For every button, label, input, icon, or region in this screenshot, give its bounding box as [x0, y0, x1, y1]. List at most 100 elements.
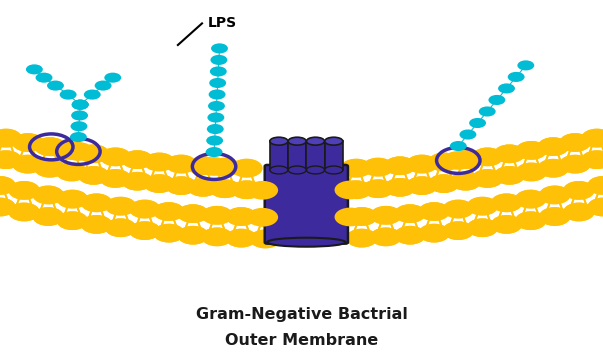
Ellipse shape: [324, 166, 343, 174]
Circle shape: [12, 155, 43, 174]
Polygon shape: [0, 163, 603, 213]
Bar: [306, 141, 324, 170]
Ellipse shape: [270, 137, 288, 145]
Circle shape: [177, 226, 209, 244]
Circle shape: [34, 137, 66, 156]
Circle shape: [60, 90, 77, 100]
Circle shape: [467, 197, 498, 216]
Circle shape: [12, 133, 43, 152]
Ellipse shape: [267, 238, 346, 247]
Circle shape: [362, 179, 394, 198]
Circle shape: [370, 228, 402, 246]
Circle shape: [250, 208, 281, 227]
Circle shape: [188, 156, 219, 175]
Circle shape: [81, 215, 112, 234]
Circle shape: [450, 141, 467, 151]
Circle shape: [177, 204, 209, 223]
Circle shape: [418, 224, 450, 243]
Circle shape: [99, 169, 131, 188]
Circle shape: [539, 207, 570, 226]
Circle shape: [450, 150, 481, 169]
Circle shape: [418, 202, 450, 221]
Circle shape: [104, 73, 121, 83]
Circle shape: [8, 181, 40, 200]
Circle shape: [450, 150, 481, 169]
Circle shape: [210, 66, 227, 76]
Circle shape: [105, 197, 136, 216]
Circle shape: [188, 178, 219, 197]
Circle shape: [231, 159, 262, 177]
Circle shape: [8, 203, 40, 221]
Circle shape: [36, 138, 67, 156]
Circle shape: [57, 211, 88, 230]
Circle shape: [491, 193, 522, 212]
Circle shape: [226, 207, 257, 226]
Circle shape: [394, 226, 426, 244]
Circle shape: [99, 148, 131, 166]
Circle shape: [78, 144, 109, 163]
Circle shape: [210, 55, 227, 65]
Circle shape: [428, 174, 459, 193]
Ellipse shape: [288, 166, 306, 174]
Circle shape: [209, 179, 241, 198]
Circle shape: [206, 147, 223, 157]
Circle shape: [428, 153, 459, 171]
Circle shape: [0, 176, 16, 195]
Circle shape: [537, 137, 569, 156]
Circle shape: [581, 129, 603, 148]
Circle shape: [539, 185, 570, 204]
Circle shape: [70, 132, 87, 142]
Circle shape: [443, 221, 474, 240]
Circle shape: [494, 144, 525, 163]
Circle shape: [560, 133, 591, 152]
Bar: [324, 141, 343, 170]
Circle shape: [563, 181, 595, 200]
Circle shape: [469, 118, 486, 128]
Circle shape: [515, 190, 546, 208]
Circle shape: [560, 133, 591, 152]
Circle shape: [443, 221, 474, 240]
Circle shape: [72, 100, 89, 110]
Circle shape: [78, 144, 109, 163]
Circle shape: [129, 221, 160, 240]
Circle shape: [153, 202, 185, 221]
Circle shape: [362, 158, 394, 176]
Circle shape: [0, 176, 16, 195]
Circle shape: [384, 178, 415, 197]
Circle shape: [226, 229, 257, 247]
Circle shape: [491, 193, 522, 212]
Circle shape: [587, 198, 603, 216]
Circle shape: [472, 148, 504, 166]
Circle shape: [515, 190, 546, 208]
Circle shape: [12, 133, 43, 152]
Circle shape: [516, 141, 547, 160]
Circle shape: [211, 43, 228, 53]
Circle shape: [515, 211, 546, 230]
Circle shape: [99, 169, 131, 188]
Circle shape: [165, 155, 197, 174]
Circle shape: [71, 121, 87, 131]
Circle shape: [105, 197, 136, 216]
Circle shape: [209, 78, 226, 88]
Ellipse shape: [288, 137, 306, 145]
Circle shape: [81, 193, 112, 212]
Circle shape: [508, 72, 525, 82]
Circle shape: [122, 172, 153, 190]
Ellipse shape: [270, 166, 288, 174]
Circle shape: [406, 176, 438, 195]
Ellipse shape: [324, 137, 343, 145]
Circle shape: [370, 228, 402, 246]
Circle shape: [8, 203, 40, 221]
Circle shape: [394, 226, 426, 244]
Circle shape: [8, 181, 40, 200]
Circle shape: [516, 163, 547, 181]
Circle shape: [201, 206, 233, 225]
Circle shape: [247, 208, 278, 226]
Circle shape: [99, 148, 131, 166]
Circle shape: [81, 215, 112, 234]
Circle shape: [459, 130, 476, 140]
Circle shape: [57, 190, 88, 208]
Circle shape: [346, 207, 377, 226]
Circle shape: [33, 207, 64, 226]
Text: LPS: LPS: [208, 17, 237, 30]
